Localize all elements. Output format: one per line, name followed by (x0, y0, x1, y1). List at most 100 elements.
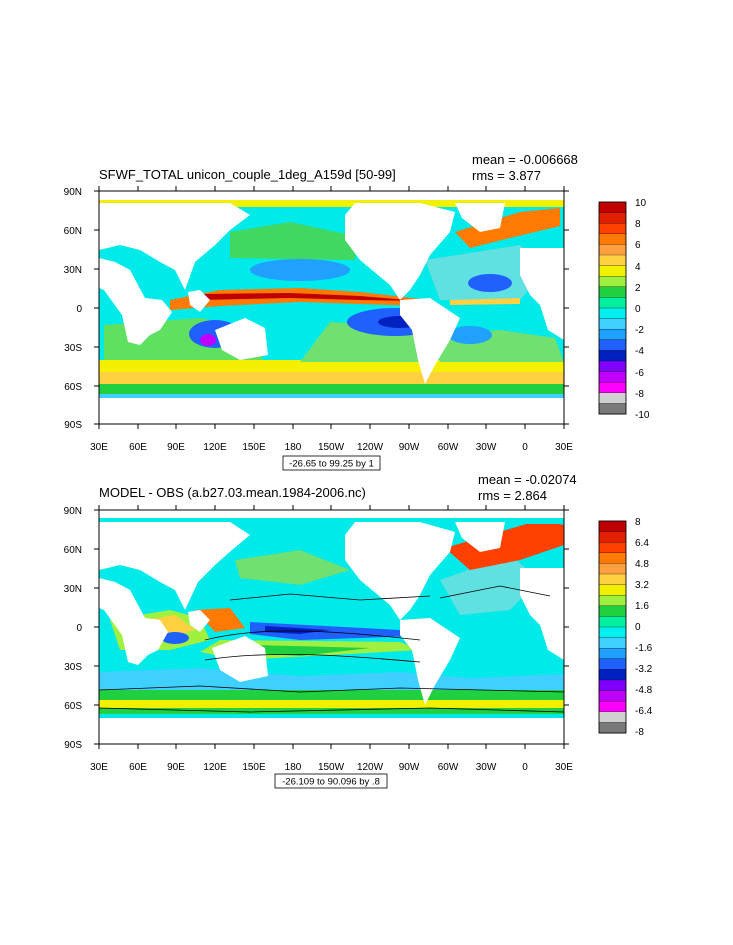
panel-1-lon-labels: 30E 60E 90E 120E 150E 180 150W 120W 90W … (90, 442, 573, 453)
colorbar-swatch (598, 318, 627, 330)
colorbar-swatch (598, 637, 627, 649)
panel-1: SFWF_TOTAL unicon_couple_1deg_A159d [50-… (64, 152, 650, 471)
lat-label: 30N (64, 265, 82, 276)
lon-label: 30E (555, 762, 573, 773)
lat-label: 30S (64, 343, 82, 354)
colorbar-swatch (598, 658, 627, 670)
lon-label: 120W (357, 442, 384, 453)
colorbar-swatch (598, 329, 627, 341)
colorbar-swatch (598, 276, 627, 288)
lat-label: 60S (64, 701, 82, 712)
colorbar-frame (598, 520, 627, 734)
lon-label: 150E (242, 442, 266, 453)
colorbar-swatch (598, 339, 627, 351)
lat-label: 0 (76, 623, 82, 634)
colorbar-swatch (598, 244, 627, 256)
lat-label: 90N (64, 187, 82, 198)
colorbar-label: 10 (635, 198, 647, 209)
panel-2-rms: rms = 2.864 (478, 488, 547, 503)
panel-2-range-box: -26.109 to 90.096 by .8 (274, 773, 388, 789)
colorbar-swatch (598, 690, 627, 702)
panel-1-map (99, 191, 564, 424)
lon-label: 60E (129, 442, 147, 453)
panel-1-range-box: -26.65 to 99.25 by 1 (282, 455, 381, 471)
colorbar-swatch (598, 403, 627, 415)
colorbar-label: 8 (635, 517, 641, 528)
lat-label: 60S (64, 382, 82, 393)
lon-label: 90W (399, 442, 420, 453)
colorbar-swatch (598, 679, 627, 692)
panel-1-title: SFWF_TOTAL unicon_couple_1deg_A159d [50-… (99, 167, 396, 182)
colorbar-label: -2 (635, 325, 644, 336)
panel-1-colorbar-labels: 10 8 6 4 2 0 -2 -4 -6 -8 -10 (635, 198, 650, 421)
lon-label: 30E (555, 442, 573, 453)
lon-label: 90W (399, 762, 420, 773)
colorbar-swatch (598, 350, 627, 362)
colorbar-label: 3.2 (635, 580, 649, 591)
colorbar-swatch (598, 563, 627, 575)
panel-2: MODEL - OBS (a.b27.03.mean.1984-2006.nc)… (64, 472, 653, 789)
colorbar-swatch (598, 382, 627, 394)
panel-2-range-text: -26.109 to 90.096 by .8 (282, 777, 380, 788)
colorbar-label: -4.8 (635, 685, 653, 696)
lon-label: 30W (476, 762, 497, 773)
panel-2-map (99, 510, 564, 744)
lon-label: 90E (167, 442, 185, 453)
colorbar-swatch (598, 701, 627, 713)
colorbar-label: -3.2 (635, 664, 653, 675)
panel-1-lon-ticks (98, 186, 565, 429)
panel-2-colorbar-labels: 8 6.4 4.8 3.2 1.6 0 -1.6 -3.2 -4.8 -6.4 … (635, 517, 653, 738)
colorbar-label: 1.6 (635, 601, 649, 612)
lat-label: 30N (64, 584, 82, 595)
colorbar-swatch (598, 371, 627, 383)
colorbar-swatch (598, 573, 627, 586)
colorbar-swatch (598, 722, 627, 734)
lon-label: 30E (90, 442, 108, 453)
colorbar-label: 4 (635, 262, 641, 273)
lon-label: 0 (522, 762, 528, 773)
colorbar-swatch (598, 360, 627, 373)
panel-1-range-text: -26.65 to 99.25 by 1 (289, 459, 374, 470)
panel-2-lon-ticks (98, 505, 565, 749)
lat-label: 90S (64, 740, 82, 751)
lat-label: 90N (64, 506, 82, 517)
colorbar-swatch (598, 265, 627, 277)
panel-2-mean: mean = -0.02074 (478, 472, 577, 487)
colorbar-swatch (598, 297, 627, 309)
colorbar-label: 6 (635, 240, 641, 251)
colorbar-swatch (598, 669, 627, 681)
panel-1-lat-ticks (94, 190, 569, 425)
colorbar-swatch (598, 223, 627, 235)
colorbar-swatch (598, 233, 627, 245)
colorbar-swatch (598, 254, 627, 267)
lat-label: 60N (64, 545, 82, 556)
lon-label: 150W (318, 442, 345, 453)
panel-2-colorbar (598, 520, 627, 734)
colorbar-label: -8 (635, 727, 644, 738)
lon-label: 120W (357, 762, 384, 773)
lon-label: 150E (242, 762, 266, 773)
panel-1-colorbar (598, 201, 627, 415)
lon-label: 30W (476, 442, 497, 453)
colorbar-label: -4 (635, 346, 644, 357)
colorbar-swatch (598, 648, 627, 660)
colorbar-label: -1.6 (635, 643, 653, 654)
colorbar-swatch (598, 552, 627, 564)
colorbar-swatch (598, 626, 627, 639)
lat-label: 0 (76, 304, 82, 315)
lat-label: 30S (64, 662, 82, 673)
colorbar-swatch (598, 542, 627, 554)
lon-label: 90E (167, 762, 185, 773)
lon-label: 0 (522, 442, 528, 453)
panel-1-rms: rms = 3.877 (472, 168, 541, 183)
lon-label: 60E (129, 762, 147, 773)
lon-label: 180 (285, 442, 302, 453)
colorbar-swatch (598, 531, 627, 543)
colorbar-label: 0 (635, 304, 641, 315)
lon-label: 30E (90, 762, 108, 773)
lat-label: 90S (64, 420, 82, 431)
colorbar-swatch (598, 307, 627, 320)
panel-1-lat-labels: 90N 60N 30N 0 30S 60S 90S (64, 187, 83, 431)
lon-label: 180 (285, 762, 302, 773)
colorbar-swatch (598, 392, 627, 404)
